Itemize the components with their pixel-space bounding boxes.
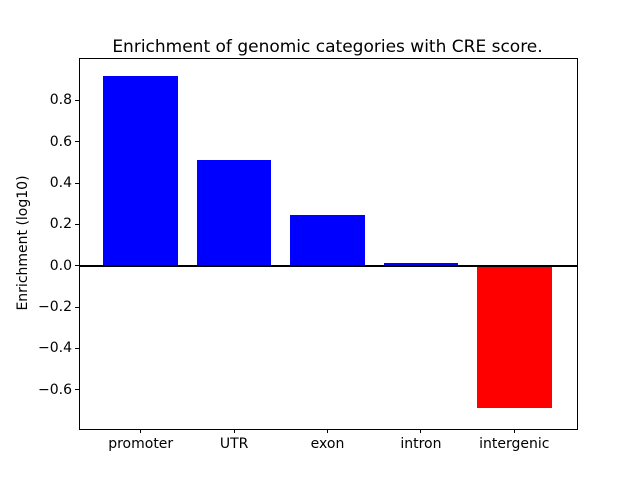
y-tick [75,389,79,391]
bar-intron [383,263,459,266]
x-tick [420,429,422,433]
y-tick-label: 0.2 [49,216,72,233]
bar-exon [290,215,365,266]
x-tick [513,429,515,433]
x-tick [233,429,235,433]
y-tick [75,141,79,143]
x-tick-label-promoter: promoter [108,436,174,452]
bar-UTR [196,160,272,266]
bar-promoter [103,75,179,266]
y-tick [75,347,79,349]
axes: 0.8 0.6 0.4 0.2 0.0 −0.2 −0.4 −0.6 promoter UTR ex… [38,58,578,452]
y-tick [75,182,79,184]
y-tick-label: −0.4 [38,340,72,357]
x-tick-label-UTR: UTR [219,436,249,452]
y-tick-label: −0.6 [38,381,72,398]
y-tick-label: 0.6 [49,133,72,150]
y-tick [75,306,79,308]
y-tick [75,265,79,267]
x-tick-label-exon: exon [310,436,345,452]
y-tick-label: 0.0 [49,257,72,274]
y-tick [75,223,79,225]
y-tick-label: −0.2 [38,299,72,316]
y-axis-label: Enrichment (log10) [15,175,31,311]
x-tick-label-intergenic: intergenic [479,436,550,452]
chart-title: Enrichment of genomic categories with CR… [112,37,543,57]
x-tick [327,429,328,433]
y-tick-label: 0.8 [49,92,72,109]
bar-intergenic [476,265,552,409]
x-tick-label-intron: intron [400,436,442,452]
y-tick [75,99,79,101]
y-tick-label: 0.4 [49,175,72,192]
zero-line [80,264,577,267]
x-tick [140,429,142,433]
